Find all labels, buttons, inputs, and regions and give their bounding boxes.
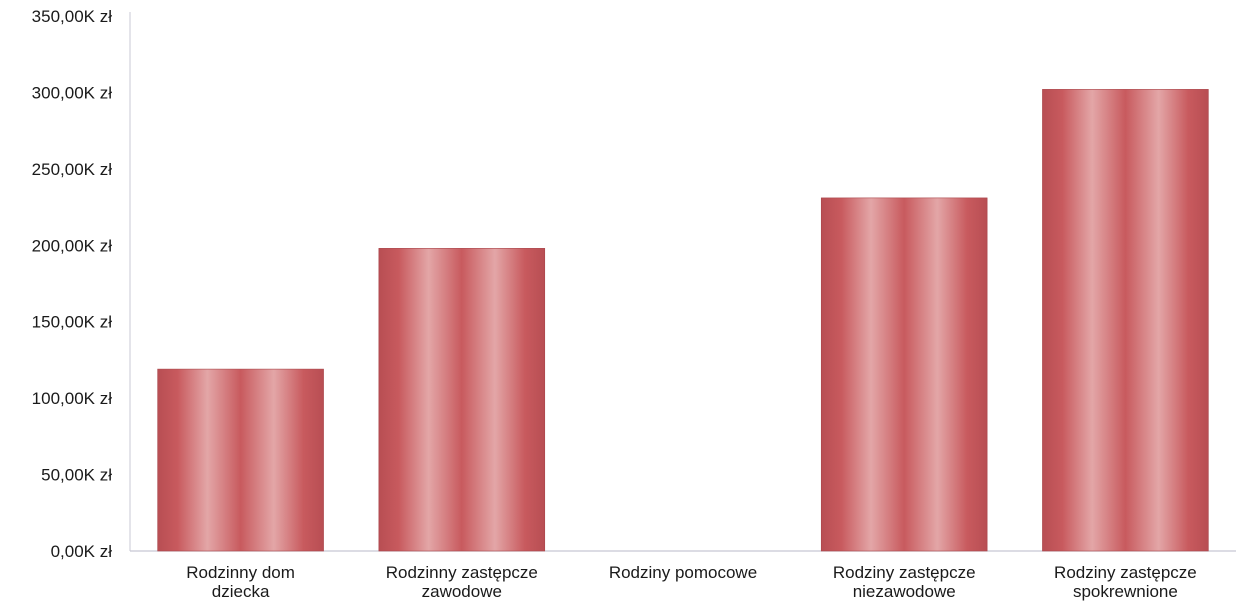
y-tick-labels: 0,00K zł 50,00K zł 100,00K zł 150,00K zł 200… [32, 7, 113, 561]
bar [378, 248, 546, 552]
bars [157, 89, 1209, 552]
y-tick-label: 250,00K zł [32, 160, 113, 179]
bar [1042, 89, 1209, 552]
y-tick-label: 200,00K zł [32, 236, 113, 255]
x-tick-labels: Rodzinny dom dziecka Rodzinny zastępcze zaw… [186, 563, 1196, 601]
bar [820, 197, 988, 552]
y-tick-label: 50,00K zł [41, 466, 112, 485]
x-tick-label: Rodzinny dom dziecka [186, 563, 295, 601]
y-tick-label: 350,00K zł [32, 7, 113, 26]
bar [157, 368, 324, 552]
y-tick-label: 0,00K zł [51, 542, 113, 561]
x-tick-label: Rodziny pomocowe [609, 563, 757, 582]
x-tick-label: Rodzinny zastępcze zawodowe [386, 563, 538, 601]
y-tick-label: 300,00K zł [32, 83, 113, 102]
x-tick-label: Rodziny zastępcze spokrewnione [1054, 563, 1197, 601]
y-tick-label: 150,00K zł [32, 313, 113, 332]
x-tick-label: Rodziny zastępcze niezawodowe [833, 563, 976, 601]
y-tick-label: 100,00K zł [32, 389, 113, 408]
